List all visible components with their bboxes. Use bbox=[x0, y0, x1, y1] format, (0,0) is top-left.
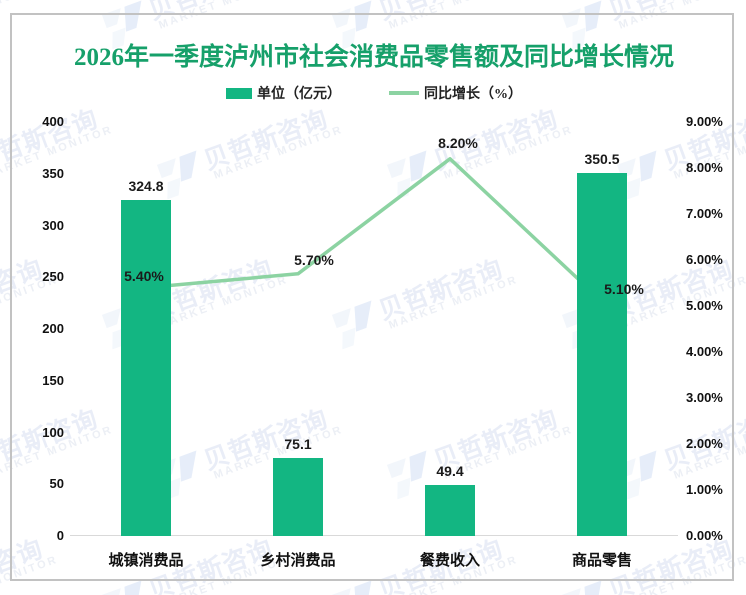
legend-line-swatch-icon bbox=[389, 91, 419, 95]
y-right-tick-0: 0.00% bbox=[686, 528, 723, 543]
plot-area: 324.8 75.1 49.4 350.5 5.40% 5.70% 8.20% 5.10% bbox=[70, 122, 678, 536]
growth-line-series bbox=[144, 157, 604, 304]
bar-value-label-2: 75.1 bbox=[284, 436, 312, 453]
x-tick-0: 城镇消费品 bbox=[108, 553, 184, 569]
legend-item-line[interactable]: 同比增长（%） bbox=[389, 83, 522, 103]
y-right-tick-7: 7.00% bbox=[686, 206, 723, 221]
y-right-tick-5: 5.00% bbox=[686, 298, 723, 313]
y-right-tick-6: 6.00% bbox=[686, 252, 723, 267]
y-left-tick-5: 250 bbox=[42, 269, 64, 285]
y-left-tick-6: 300 bbox=[42, 217, 64, 233]
chart-frame: 2026年一季度泸州市社会消费品零售额及同比增长情况 单位（亿元） 同比增长（%… bbox=[10, 13, 734, 581]
growth-line-path bbox=[144, 157, 604, 304]
bar-1[interactable] bbox=[121, 199, 171, 536]
y-left-tick-0: 0 bbox=[56, 528, 64, 543]
y-right-tick-4: 4.00% bbox=[686, 344, 723, 359]
chart-legend: 单位（亿元） 同比增长（%） bbox=[12, 83, 736, 103]
y-left-tick-3: 150 bbox=[42, 372, 64, 388]
y-right-tick-9: 9.00% bbox=[686, 114, 723, 129]
y-left-tick-7: 350 bbox=[42, 165, 64, 181]
line-value-label-2: 5.70% bbox=[294, 251, 334, 268]
x-tick-3: 商品零售 bbox=[571, 553, 632, 569]
y-left-tick-1: 50 bbox=[49, 476, 64, 492]
y-right-tick-8: 8.00% bbox=[686, 160, 723, 175]
chart-title: 2026年一季度泸州市社会消费品零售额及同比增长情况 bbox=[73, 44, 674, 71]
y-left-tick-2: 100 bbox=[42, 424, 64, 440]
y-left-tick-8: 400 bbox=[42, 114, 64, 129]
y-left-tick-4: 200 bbox=[42, 321, 64, 336]
legend-item-bar-label: 单位（亿元） bbox=[257, 87, 341, 102]
legend-item-bar[interactable]: 单位（亿元） bbox=[226, 83, 341, 103]
axis-baseline bbox=[70, 535, 678, 536]
line-value-label-4: 5.10% bbox=[604, 281, 644, 298]
line-value-label-1: 5.40% bbox=[124, 267, 164, 284]
bar-value-label-1: 324.8 bbox=[128, 177, 164, 194]
bar-3[interactable] bbox=[425, 484, 475, 536]
bar-2[interactable] bbox=[273, 458, 323, 536]
bar-value-label-4: 350.5 bbox=[584, 151, 620, 168]
y-right-tick-3: 3.00% bbox=[686, 390, 723, 405]
line-value-label-3: 8.20% bbox=[438, 134, 478, 151]
y-right-tick-1: 1.00% bbox=[686, 482, 723, 497]
y-right-tick-2: 2.00% bbox=[686, 436, 723, 451]
legend-item-line-label: 同比增长（%） bbox=[424, 87, 522, 102]
legend-bar-swatch-icon bbox=[226, 87, 252, 99]
bar-value-label-3: 49.4 bbox=[436, 462, 464, 479]
x-tick-2: 餐费收入 bbox=[419, 553, 480, 569]
x-tick-1: 乡村消费品 bbox=[260, 553, 336, 569]
bar-4[interactable] bbox=[577, 173, 627, 536]
